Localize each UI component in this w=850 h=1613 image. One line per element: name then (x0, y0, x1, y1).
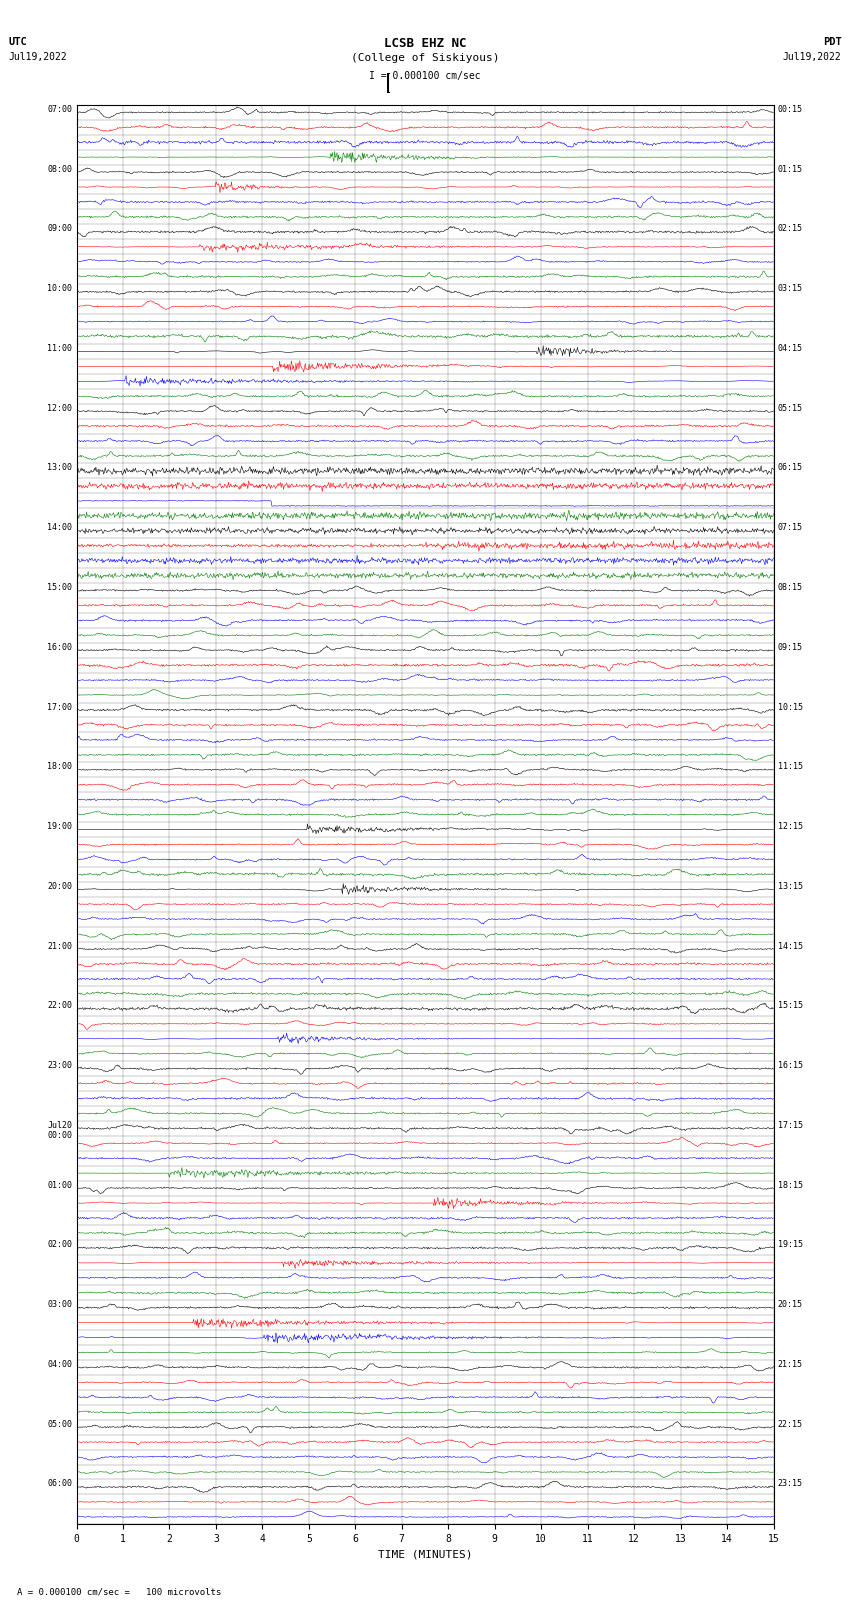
Text: 01:00: 01:00 (48, 1181, 72, 1190)
Text: 11:15: 11:15 (778, 763, 802, 771)
Text: UTC: UTC (8, 37, 27, 47)
Text: 19:15: 19:15 (778, 1240, 802, 1250)
Text: LCSB EHZ NC: LCSB EHZ NC (383, 37, 467, 50)
Text: PDT: PDT (823, 37, 842, 47)
Text: 16:00: 16:00 (48, 642, 72, 652)
Text: 22:00: 22:00 (48, 1002, 72, 1010)
Text: 21:15: 21:15 (778, 1360, 802, 1369)
Text: 23:00: 23:00 (48, 1061, 72, 1069)
Text: 20:00: 20:00 (48, 882, 72, 890)
Text: 23:15: 23:15 (778, 1479, 802, 1489)
Text: 10:00: 10:00 (48, 284, 72, 294)
Text: 18:00: 18:00 (48, 763, 72, 771)
Text: I = 0.000100 cm/sec: I = 0.000100 cm/sec (369, 71, 481, 81)
Text: Jul19,2022: Jul19,2022 (783, 52, 842, 61)
Text: 07:15: 07:15 (778, 523, 802, 532)
Text: 12:15: 12:15 (778, 823, 802, 831)
Text: 02:00: 02:00 (48, 1240, 72, 1250)
Text: 03:00: 03:00 (48, 1300, 72, 1310)
Text: 00:15: 00:15 (778, 105, 802, 115)
Text: 15:00: 15:00 (48, 582, 72, 592)
Text: 21:00: 21:00 (48, 942, 72, 950)
Text: 05:00: 05:00 (48, 1419, 72, 1429)
Text: 11:00: 11:00 (48, 344, 72, 353)
Text: 09:00: 09:00 (48, 224, 72, 234)
Text: 04:15: 04:15 (778, 344, 802, 353)
Text: 19:00: 19:00 (48, 823, 72, 831)
Text: 17:00: 17:00 (48, 703, 72, 711)
Text: Jul20
00:00: Jul20 00:00 (48, 1121, 72, 1140)
Text: 12:00: 12:00 (48, 403, 72, 413)
X-axis label: TIME (MINUTES): TIME (MINUTES) (377, 1550, 473, 1560)
Text: 06:00: 06:00 (48, 1479, 72, 1489)
Text: A = 0.000100 cm/sec =   100 microvolts: A = 0.000100 cm/sec = 100 microvolts (17, 1587, 221, 1597)
Text: Jul19,2022: Jul19,2022 (8, 52, 67, 61)
Text: 06:15: 06:15 (778, 463, 802, 473)
Text: 22:15: 22:15 (778, 1419, 802, 1429)
Text: 17:15: 17:15 (778, 1121, 802, 1129)
Text: 18:15: 18:15 (778, 1181, 802, 1190)
Text: 02:15: 02:15 (778, 224, 802, 234)
Text: 07:00: 07:00 (48, 105, 72, 115)
Text: 14:00: 14:00 (48, 523, 72, 532)
Text: 01:15: 01:15 (778, 165, 802, 174)
Text: 10:15: 10:15 (778, 703, 802, 711)
Text: (College of Siskiyous): (College of Siskiyous) (351, 53, 499, 63)
Text: 03:15: 03:15 (778, 284, 802, 294)
Text: 08:15: 08:15 (778, 582, 802, 592)
Text: 15:15: 15:15 (778, 1002, 802, 1010)
Text: 13:00: 13:00 (48, 463, 72, 473)
Text: 16:15: 16:15 (778, 1061, 802, 1069)
Text: 13:15: 13:15 (778, 882, 802, 890)
Text: 05:15: 05:15 (778, 403, 802, 413)
Text: 09:15: 09:15 (778, 642, 802, 652)
Text: 20:15: 20:15 (778, 1300, 802, 1310)
Text: 14:15: 14:15 (778, 942, 802, 950)
Text: 04:00: 04:00 (48, 1360, 72, 1369)
Text: 08:00: 08:00 (48, 165, 72, 174)
